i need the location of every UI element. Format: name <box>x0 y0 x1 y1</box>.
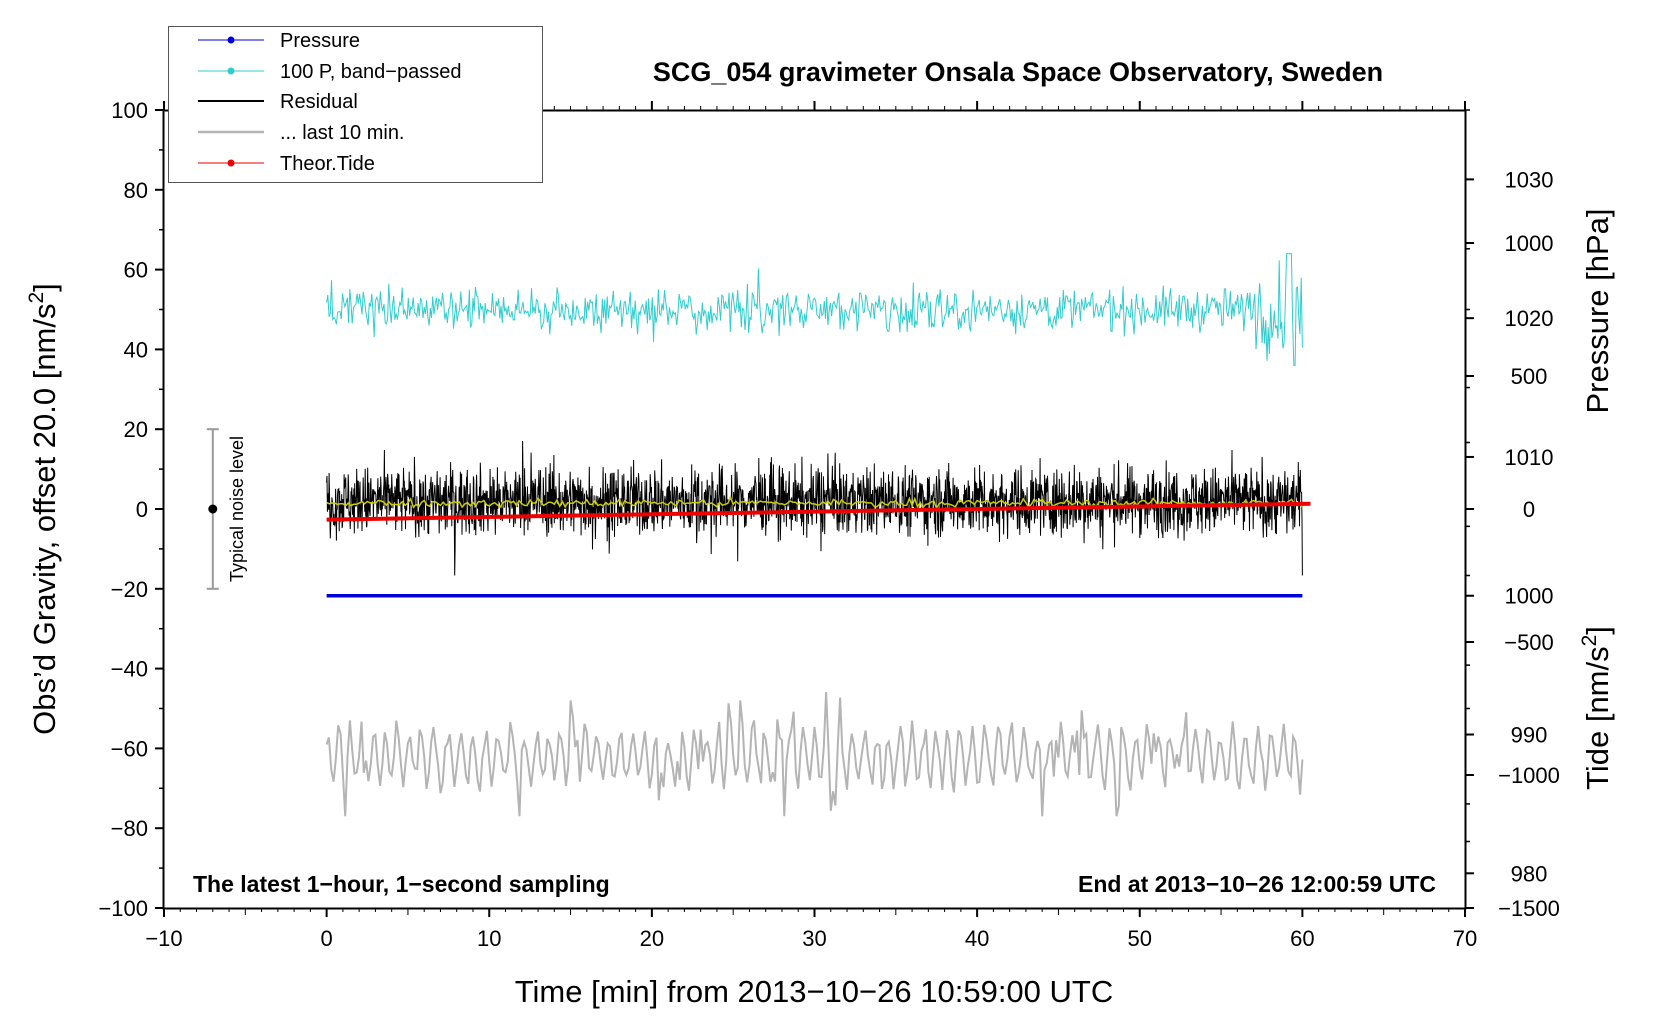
x-tick-label: 20 <box>640 926 664 951</box>
annotation-sampling: The latest 1−hour, 1−second sampling <box>193 871 610 897</box>
x-axis-label: Time [min] from 2013−10−26 10:59:00 UTC <box>515 974 1114 1009</box>
legend: Pressure 100 P, band−passed Residual ...… <box>168 26 543 183</box>
tide-tick-label: −500 <box>1504 630 1554 655</box>
legend-marker-pressure <box>227 36 235 44</box>
tide-axis-label: Tide [nm/s2] <box>1578 626 1615 790</box>
tide-axis-ticks: −1500 −1000 −500 0 500 1000 <box>1465 231 1560 921</box>
y-left-label-sup: 2 <box>25 292 48 304</box>
x-axis-ticks: −10 0 10 20 30 40 50 60 70 <box>145 101 1477 951</box>
tide-tick-label: −1500 <box>1498 896 1560 921</box>
y-left-axis-ticks: −100 −80 −60 −40 −20 0 20 40 60 80 100 <box>98 98 164 921</box>
tide-label-close: ] <box>1580 626 1615 635</box>
x-tick-label: 30 <box>802 926 826 951</box>
y-tick-label: 20 <box>124 417 148 442</box>
x-tick-label: 0 <box>321 926 333 951</box>
y-tick-label: −20 <box>111 577 148 602</box>
y-tick-label: −100 <box>98 896 148 921</box>
data-series <box>325 253 1311 817</box>
series-band-passed-pressure <box>326 253 1303 366</box>
series-residual <box>326 440 1303 576</box>
legend-marker-tide <box>227 159 235 167</box>
pressure-axis-label: Pressure [hPa] <box>1580 208 1615 413</box>
x-tick-label: −10 <box>145 926 182 951</box>
series-theoretical-tide <box>326 501 1311 522</box>
x-tick-label: 60 <box>1290 926 1314 951</box>
tide-tick-label: 0 <box>1523 497 1535 522</box>
tide-label-sup: 2 <box>1578 635 1601 647</box>
pressure-tick-label: 1030 <box>1505 167 1554 192</box>
pressure-axis-ticks: 980 990 1000 1010 1020 1030 <box>1465 109 1554 886</box>
y-left-label-base: Obs’d Gravity, offset 20.0 [nm/s <box>27 304 62 735</box>
noise-bar-point <box>208 504 218 514</box>
x-tick-label: 40 <box>965 926 989 951</box>
pressure-tick-label: 1010 <box>1505 445 1554 470</box>
y-tick-label: −40 <box>111 657 148 682</box>
x-tick-label: 70 <box>1453 926 1477 951</box>
y-tick-label: 40 <box>124 337 148 362</box>
legend-box <box>168 26 543 183</box>
x-tick-label: 10 <box>477 926 501 951</box>
y-tick-label: 100 <box>111 98 148 123</box>
pressure-tick-label: 980 <box>1511 861 1548 886</box>
y-left-label-close: ] <box>27 283 62 292</box>
pressure-tick-label: 1000 <box>1505 584 1554 609</box>
noise-level-bar <box>206 428 219 590</box>
y-tick-label: 60 <box>124 258 148 283</box>
y-tick-label: −80 <box>111 816 148 841</box>
tide-tick-label: 1000 <box>1505 231 1554 256</box>
legend-item-band: 100 P, band−passed <box>280 61 461 83</box>
tide-tick-label: 500 <box>1511 364 1548 389</box>
legend-item-last10: ... last 10 min. <box>280 122 405 144</box>
legend-marker-band <box>227 67 235 75</box>
series-residual-smoothed <box>326 495 1303 510</box>
legend-item-residual: Residual <box>280 91 358 113</box>
noise-level-label: Typical noise level <box>227 436 247 582</box>
chart-title: SCG_054 gravimeter Onsala Space Observat… <box>653 57 1383 87</box>
legend-item-pressure: Pressure <box>280 30 360 52</box>
pressure-tick-label: 990 <box>1511 723 1548 748</box>
tide-tick-label: −1000 <box>1498 763 1560 788</box>
y-tick-label: −60 <box>111 736 148 761</box>
series-last-10-min <box>325 692 1304 817</box>
tide-label-base: Tide [nm/s <box>1580 646 1615 790</box>
x-tick-label: 50 <box>1128 926 1152 951</box>
pressure-tick-label: 1020 <box>1505 306 1554 331</box>
y-tick-label: 80 <box>124 178 148 203</box>
legend-item-tide: Theor.Tide <box>280 153 375 175</box>
y-tick-label: 0 <box>136 497 148 522</box>
annotation-end-time: End at 2013−10−26 12:00:59 UTC <box>1078 871 1436 897</box>
y-left-axis-label: Obs’d Gravity, offset 20.0 [nm/s2] <box>25 283 62 735</box>
